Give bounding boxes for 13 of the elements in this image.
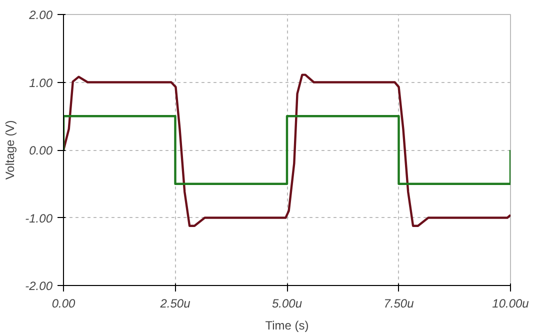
x-tick-label: 0.00 [52,296,76,310]
y-tick-label: 2.00 [28,8,53,22]
x-axis-title: Time (s) [265,318,309,332]
x-tick-label: 2.50u [159,296,191,310]
y-tick-label: 1.00 [29,76,53,90]
y-axis-title: Voltage (V) [3,120,18,180]
x-tick-label: 10.00u [492,296,530,310]
y-tick-label: -1.00 [25,211,53,226]
line-series [64,74,510,227]
y-tick-label: 0.00 [29,144,53,158]
x-tick-label: 7.50u [384,296,414,310]
y-tick-label: -2.00 [25,279,53,293]
x-tick-label: 5.00u [272,296,302,310]
